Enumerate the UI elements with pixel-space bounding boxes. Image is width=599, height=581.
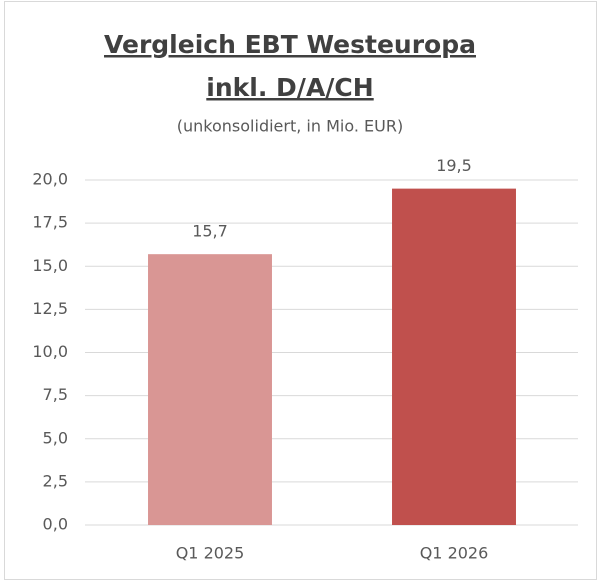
value-label: 19,5 — [436, 156, 472, 175]
chart-title: Vergleich EBT Westeuropa — [104, 30, 476, 59]
y-tick-label: 12,5 — [32, 299, 68, 318]
value-label: 15,7 — [192, 222, 228, 241]
y-tick-label: 17,5 — [32, 213, 68, 232]
x-tick-label: Q1 2025 — [176, 544, 245, 563]
y-tick-label: 2,5 — [43, 471, 68, 490]
bar — [392, 188, 516, 525]
chart-title: inkl. D/A/CH — [206, 73, 373, 102]
y-tick-label: 7,5 — [43, 385, 68, 404]
x-tick-label: Q1 2026 — [420, 544, 489, 563]
bar — [148, 254, 272, 526]
y-tick-label: 10,0 — [32, 342, 68, 361]
y-tick-label: 20,0 — [32, 170, 68, 189]
y-tick-label: 5,0 — [43, 428, 68, 447]
y-tick-label: 0,0 — [43, 515, 68, 534]
y-tick-label: 15,0 — [32, 256, 68, 275]
chart-subtitle: (unkonsolidiert, in Mio. EUR) — [177, 117, 403, 136]
